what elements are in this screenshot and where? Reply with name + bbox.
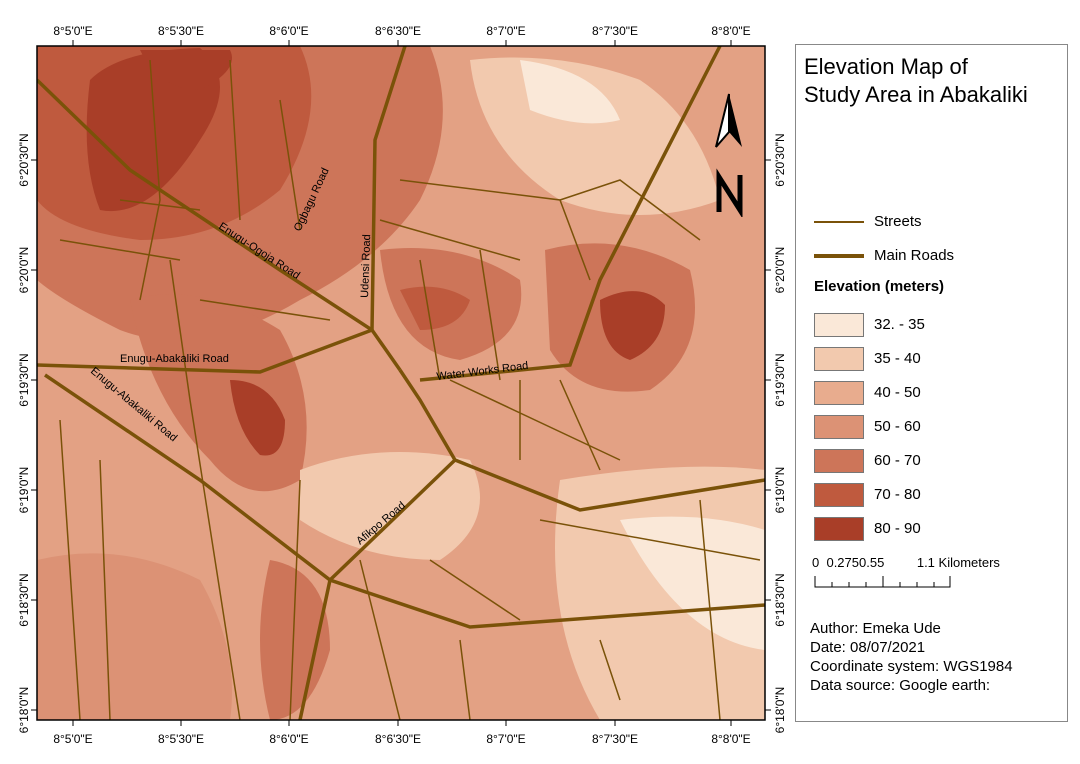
elevation-class-label: 80 - 90 xyxy=(874,520,921,537)
main-roads-label: Main Roads xyxy=(874,247,955,264)
main-roads xyxy=(37,46,765,720)
scale-label: 0 xyxy=(812,555,820,570)
lat-label-right: 6°19'30"N xyxy=(773,353,787,406)
map-frame xyxy=(36,45,766,721)
road-label-enugu-abakaliki-1: Enugu-Abakaliki Road xyxy=(120,353,229,365)
elevation-class-label: 35 - 40 xyxy=(874,350,921,367)
lon-label-bottom: 8°7'30"E xyxy=(592,732,638,746)
lon-label-bottom: 8°6'30"E xyxy=(375,732,421,746)
lon-label-top: 8°8'0"E xyxy=(711,24,750,38)
title-line: Elevation Map of xyxy=(804,54,968,79)
scale-bar-labels: 0 0.2750.55 1.1 Kilometers xyxy=(812,555,1000,570)
legend-panel: Elevation Map of Study Area in Abakaliki … xyxy=(795,44,1068,722)
elevation-class-label: 60 - 70 xyxy=(874,452,921,469)
elevation-swatch xyxy=(814,415,864,439)
elevation-class-label: 40 - 50 xyxy=(874,384,921,401)
lon-label-top: 8°5'30"E xyxy=(158,24,204,38)
elevation-swatch xyxy=(814,347,864,371)
lon-label-top: 8°7'30"E xyxy=(592,24,638,38)
north-arrow xyxy=(715,93,743,217)
lat-label-right: 6°20'30"N xyxy=(773,133,787,186)
elevation-class-label: 70 - 80 xyxy=(874,486,921,503)
lat-label-left: 6°18'30"N xyxy=(17,573,31,626)
elevation-map: Enugu-Ogoja Road Ogbagu Road Udensi Road… xyxy=(17,24,787,746)
lat-label-left: 6°19'0"N xyxy=(17,467,31,514)
lon-label-top: 8°5'0"E xyxy=(53,24,92,38)
lon-label-bottom: 8°6'0"E xyxy=(269,732,308,746)
scale-label: 1.1 Kilometers xyxy=(916,555,1000,570)
lon-label-top: 8°6'30"E xyxy=(375,24,421,38)
elevation-swatch xyxy=(814,381,864,405)
lat-label-right: 6°18'0"N xyxy=(773,687,787,734)
graticule-ticks: 8°5'0"E 8°5'0"E 8°5'30"E 8°5'30"E 8°6'0"E 8°6… xyxy=(17,24,787,746)
elevation-class-label: 32. - 35 xyxy=(874,316,925,333)
lon-label-bottom: 8°8'0"E xyxy=(711,732,750,746)
road-label-udensi: Udensi Road xyxy=(359,234,373,298)
streets xyxy=(59,59,761,720)
lon-label-top: 8°6'0"E xyxy=(269,24,308,38)
elevation-swatch xyxy=(814,483,864,507)
streets-symbol xyxy=(814,221,864,223)
lon-label-bottom: 8°7'0"E xyxy=(486,732,525,746)
title-line: Study Area in Abakaliki xyxy=(804,82,1028,107)
lon-label-bottom: 8°5'0"E xyxy=(53,732,92,746)
main-roads-symbol xyxy=(814,254,864,258)
lat-label-left: 6°18'0"N xyxy=(17,687,31,734)
elevation-raster xyxy=(37,46,765,720)
lon-label-top: 8°7'0"E xyxy=(486,24,525,38)
author: Author: Emeka Ude xyxy=(810,620,941,637)
lat-label-left: 6°20'0"N xyxy=(17,247,31,294)
map-title: Elevation Map of Study Area in Abakaliki xyxy=(804,53,1028,109)
date: Date: 08/07/2021 xyxy=(810,639,926,656)
lat-label-right: 6°20'0"N xyxy=(773,247,787,294)
lat-label-right: 6°19'0"N xyxy=(773,467,787,514)
map-metadata: Author: Emeka Ude Date: 08/07/2021 Coord… xyxy=(810,619,1013,695)
elevation-swatch xyxy=(814,517,864,541)
road-network xyxy=(37,46,765,720)
lat-label-left: 6°20'30"N xyxy=(17,133,31,186)
elevation-swatch xyxy=(814,449,864,473)
lon-label-bottom: 8°5'30"E xyxy=(158,732,204,746)
lat-label-left: 6°19'30"N xyxy=(17,353,31,406)
lat-label-right: 6°18'30"N xyxy=(773,573,787,626)
streets-label: Streets xyxy=(874,213,922,230)
scale-label: 0.275 xyxy=(826,555,860,570)
scale-bar xyxy=(814,576,951,588)
elevation-class-label: 50 - 60 xyxy=(874,418,921,435)
data-source: Data source: Google earth: xyxy=(810,677,991,694)
scale-label: 0.55 xyxy=(859,555,885,570)
elevation-legend-title: Elevation (meters) xyxy=(814,278,945,295)
coordinate-system: Coordinate system: WGS1984 xyxy=(810,658,1013,675)
elevation-swatch xyxy=(814,313,864,337)
